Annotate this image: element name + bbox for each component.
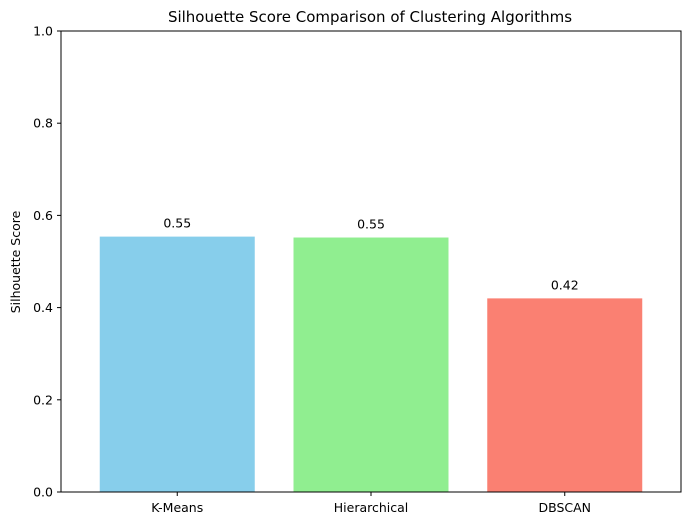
y-axis-ticks: 0.0 0.2 0.4 0.6 0.8 1.0 [33,24,61,500]
y-tick-label: 0.2 [33,392,53,407]
bar-hierarchical [293,237,449,492]
bars-group [99,236,643,492]
data-label: 0.55 [357,217,385,232]
data-label: 0.55 [163,216,191,231]
y-tick-label: 0.0 [33,485,53,500]
data-label: 0.42 [551,277,579,292]
x-tick-label: DBSCAN [538,500,591,515]
bar-k-means [99,236,255,492]
y-tick-label: 1.0 [33,24,53,39]
plot-frame [60,30,682,493]
y-tick-label: 0.4 [33,300,53,315]
x-tick-label: K-Means [151,500,203,515]
bar-dbscan [487,298,643,492]
y-tick-label: 0.6 [33,208,53,223]
x-tick-label: Hierarchical [334,500,409,515]
chart-title: Silhouette Score Comparison of Clusterin… [168,8,572,26]
data-labels-group: 0.55 0.55 0.42 [163,216,578,293]
x-axis-ticks: K-Means Hierarchical DBSCAN [151,492,591,515]
y-tick-label: 0.8 [33,116,53,131]
y-axis-label: Silhouette Score [8,210,23,313]
